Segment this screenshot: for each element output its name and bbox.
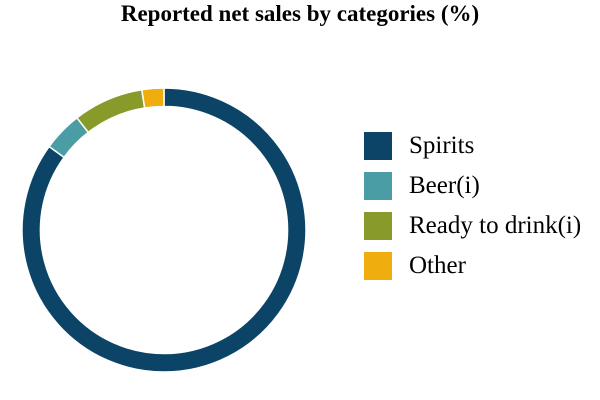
legend-swatch <box>364 172 392 200</box>
chart-title: Reported net sales by categories (%) <box>120 1 480 26</box>
legend-item: Beer(i) <box>364 166 581 206</box>
legend-swatch <box>364 212 392 240</box>
legend-swatch <box>364 252 392 280</box>
legend-label: Ready to drink(i) <box>409 212 582 239</box>
legend: Spirits Beer(i) Ready to drink(i) Other <box>364 126 581 286</box>
legend-item: Other <box>364 246 581 286</box>
legend-label: Other <box>409 252 466 279</box>
legend-label: Spirits <box>409 132 475 159</box>
legend-item: Ready to drink(i) <box>364 206 581 246</box>
donut-slice-2 <box>75 88 146 134</box>
legend-item: Spirits <box>364 126 581 166</box>
donut-slice-3 <box>140 87 165 109</box>
donut-slice-0 <box>21 87 307 373</box>
legend-label: Beer(i) <box>409 172 480 199</box>
legend-swatch <box>364 132 392 160</box>
